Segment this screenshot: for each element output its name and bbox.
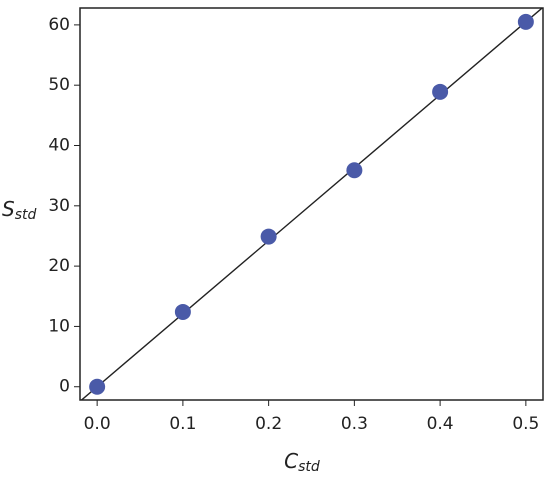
x-tick-label: 0.4 (427, 414, 454, 434)
y-label-symbol: S (2, 197, 15, 221)
fit-line (80, 8, 543, 400)
x-tick-label: 0.0 (84, 414, 111, 434)
y-tick-label: 10 (48, 316, 70, 336)
point (432, 83, 449, 100)
y-tick-label: 0 (59, 377, 70, 397)
y-label-subscript: std (15, 207, 37, 223)
y-axis-label: Sstd (2, 197, 36, 224)
point (260, 228, 277, 245)
y-tick-label: 50 (48, 75, 70, 95)
y-tick-label: 60 (48, 15, 70, 35)
y-tick-label: 30 (48, 196, 70, 216)
point (517, 13, 534, 30)
x-axis-label: Cstd (284, 449, 320, 476)
point (89, 378, 106, 395)
x-label-symbol: C (284, 449, 298, 473)
point (174, 303, 191, 320)
x-tick-label: 0.1 (169, 414, 196, 434)
x-label-subscript: std (298, 459, 320, 475)
y-tick-label: 40 (48, 136, 70, 156)
x-tick-label: 0.5 (512, 414, 539, 434)
point (346, 162, 363, 179)
y-tick-label: 20 (48, 256, 70, 276)
x-tick-label: 0.2 (255, 414, 282, 434)
plot-frame (79, 7, 544, 401)
x-tick-label: 0.3 (341, 414, 368, 434)
